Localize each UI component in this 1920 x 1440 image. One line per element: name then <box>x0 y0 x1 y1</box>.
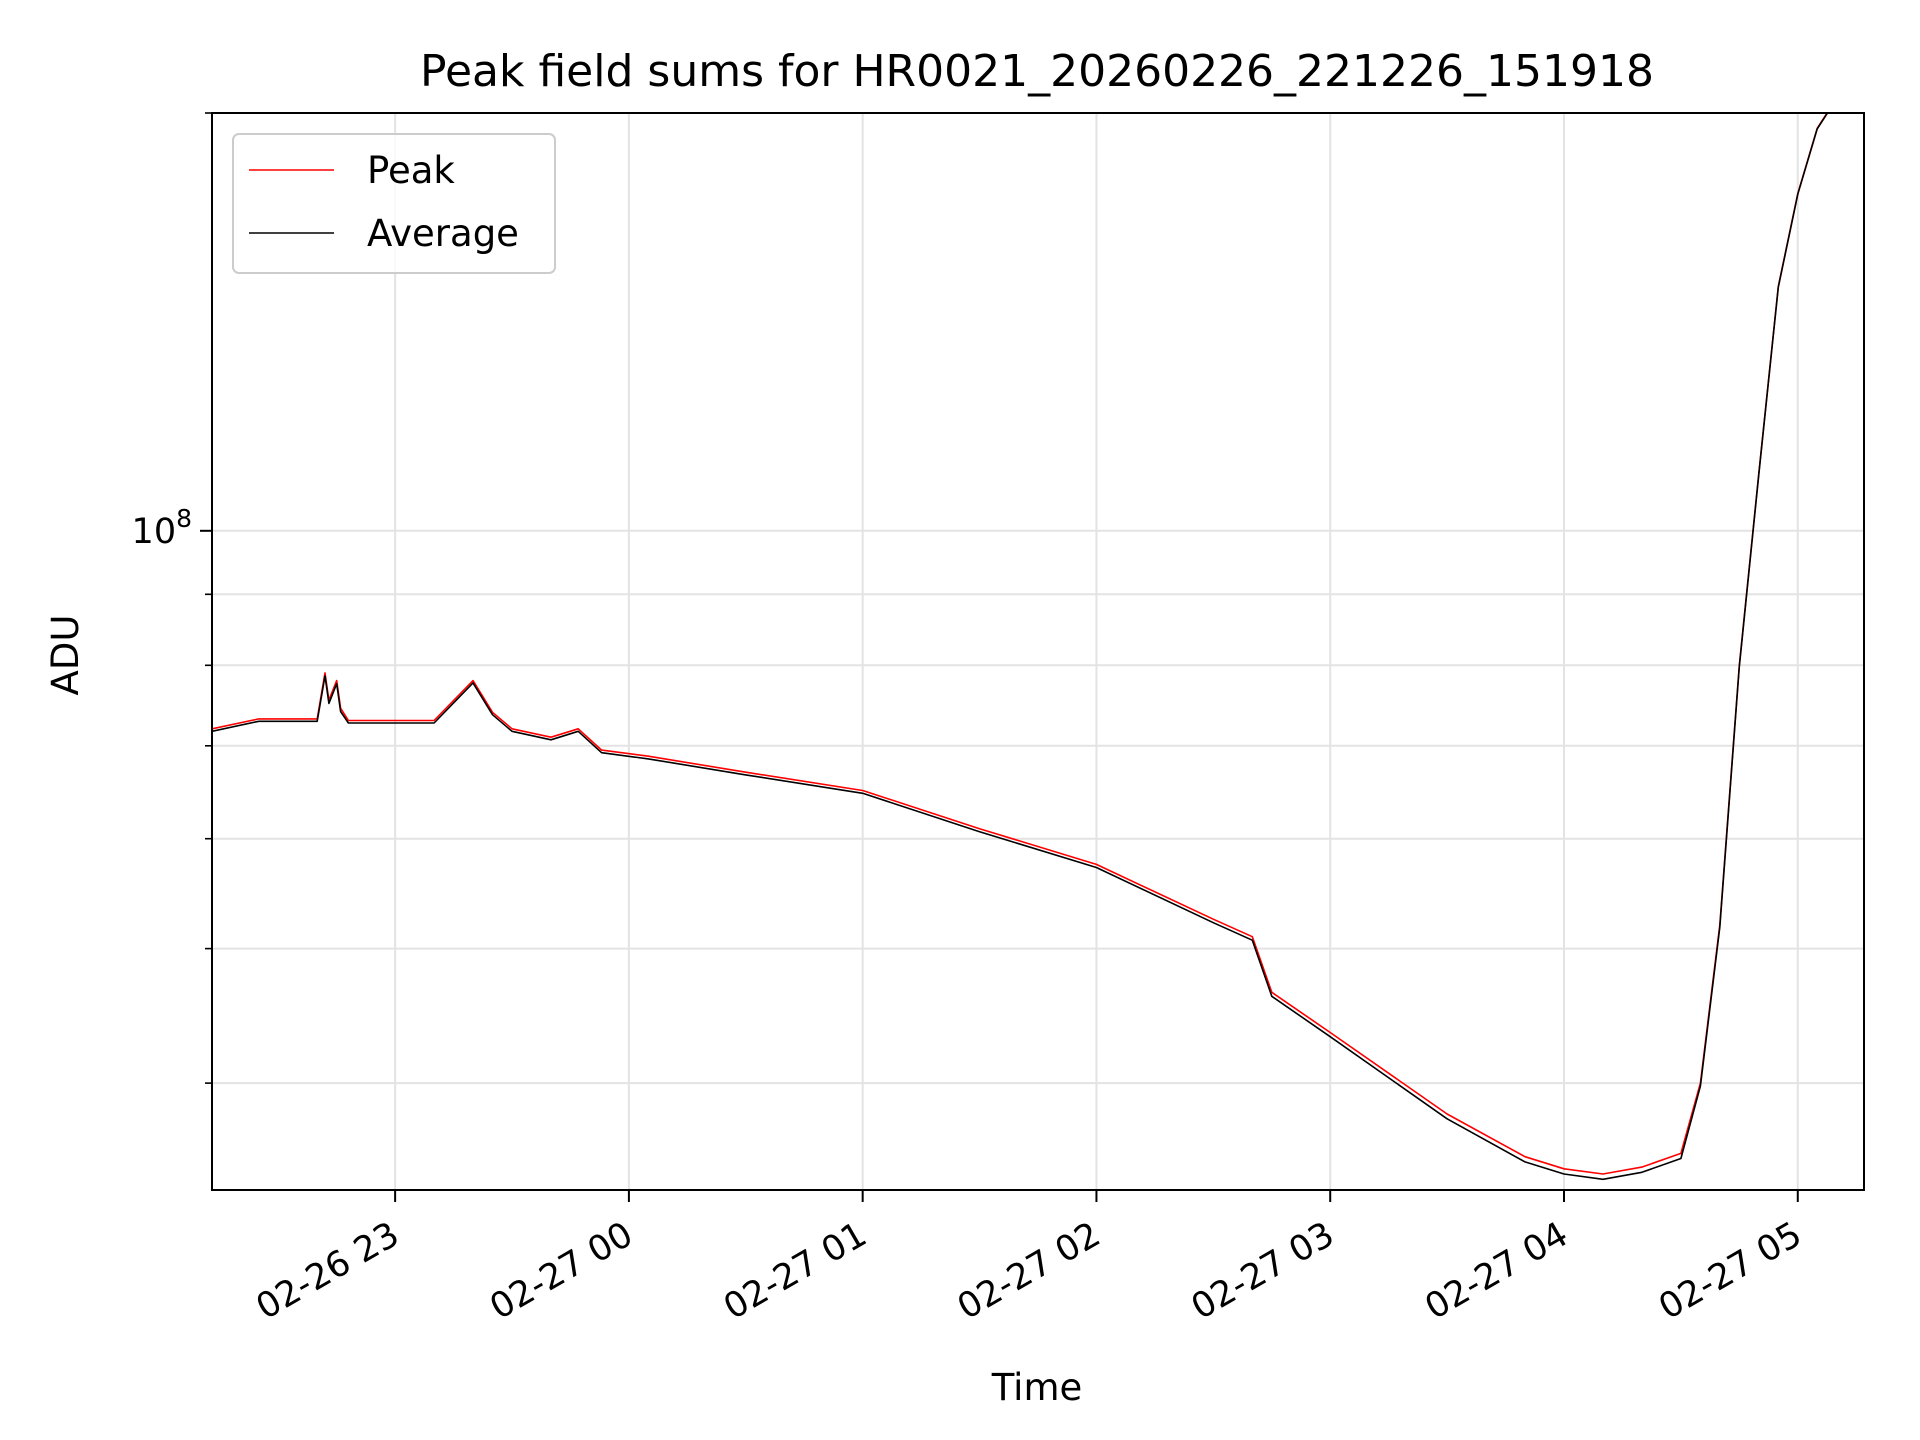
legend-label-peak: Peak <box>367 149 455 192</box>
plot-frame <box>211 112 1865 1191</box>
chart-title: Peak field sums for HR0021_20260226_2212… <box>420 46 1654 97</box>
series-line-average <box>212 113 1829 1181</box>
legend-box <box>232 133 556 274</box>
y-tick-label: 108 <box>132 504 192 552</box>
series-layer <box>212 113 1829 1181</box>
y-axis-label: ADU <box>44 615 87 696</box>
x-axis-label: Time <box>991 1366 1083 1409</box>
legend: Peak Average <box>232 133 556 274</box>
legend-label-average: Average <box>367 212 519 255</box>
